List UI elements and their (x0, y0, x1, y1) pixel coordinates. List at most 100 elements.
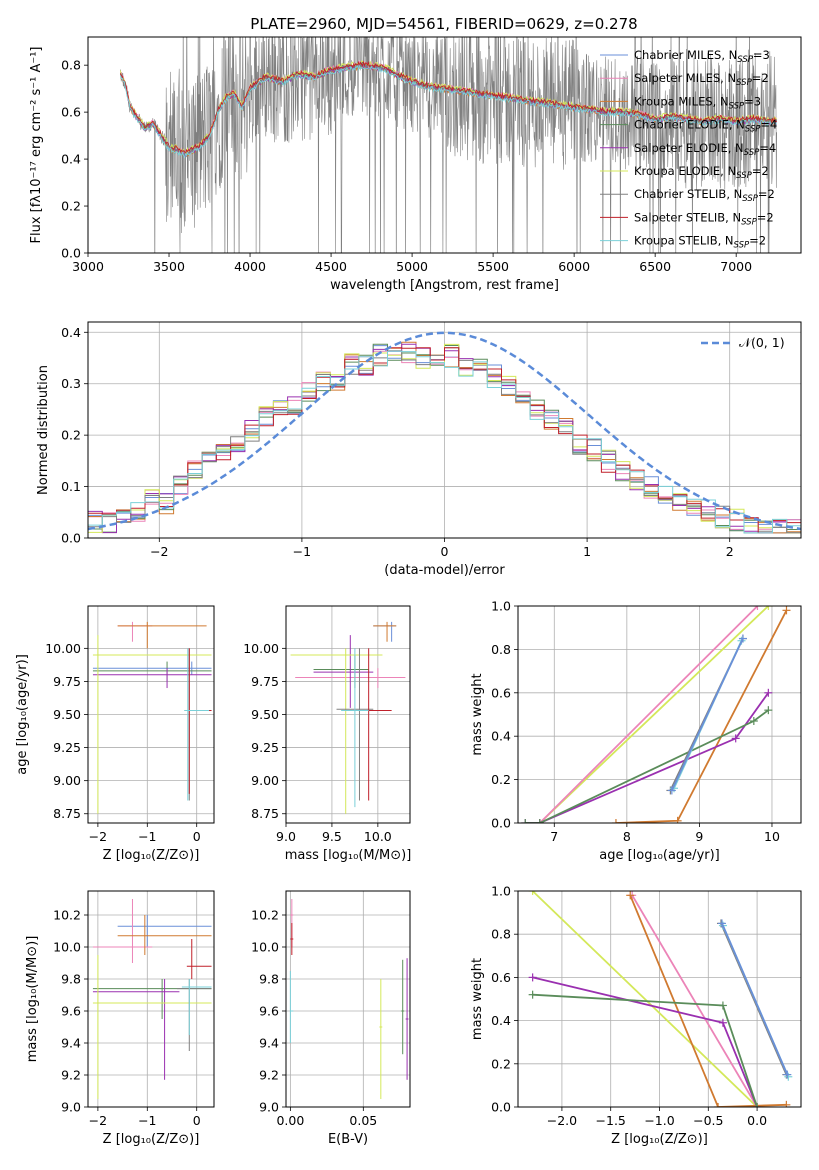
x-axis-label: Z [log₁₀(Z/Z⊙)] (611, 1132, 708, 1147)
plot-area (92, 899, 212, 1099)
x-tick-label: 4000 (234, 259, 266, 274)
y-tick-label: 10.2 (53, 908, 81, 923)
legend-entry: 𝒩(0, 1) (739, 335, 785, 350)
legend-entry: Kroupa MILES, NSSP=3 (634, 94, 761, 111)
legend-entry: Chabrier ELODIE, NSSP=4 (634, 118, 777, 135)
x-tick-label: −1 (293, 544, 311, 559)
legend-tail: =3 (744, 94, 761, 108)
model-spectrum-line (119, 60, 778, 156)
legend-subscript: SSP (734, 241, 750, 251)
x-tick-label: 3000 (72, 259, 104, 274)
y-tick-label: 1.0 (491, 884, 511, 899)
plot-area (290, 621, 406, 814)
legend-text: Chabrier ELODIE, N (634, 118, 745, 132)
legend-subscript: SSP (745, 125, 761, 135)
plot-area (528, 891, 793, 1107)
y-tick-label: 8.75 (251, 806, 279, 821)
y-tick-label: 0.0 (491, 1100, 511, 1115)
y-tick-label: 0.4 (61, 325, 81, 340)
y-axis-label: Flux [fλ10⁻¹⁷ erg cm⁻² s⁻¹ A⁻¹] (29, 47, 44, 244)
legend-text: Salpeter MILES, N (634, 71, 736, 85)
y-tick-label: 9.6 (61, 1004, 81, 1019)
x-tick-label: 3500 (153, 259, 185, 274)
y-tick-label: 1.0 (491, 599, 511, 614)
legend-subscript: SSP (729, 101, 745, 111)
x-tick-label: 7000 (720, 259, 752, 274)
axes-frame (517, 605, 802, 824)
legend-entry: Chabrier MILES, NSSP=3 (634, 48, 770, 65)
y-tick-label: 9.8 (61, 972, 81, 987)
legend-tail: =2 (758, 187, 775, 201)
y-tick-label: 0.0 (491, 816, 511, 831)
y-tick-label: 0.4 (491, 1013, 511, 1028)
panel-mass_vs_ebv: 0.00 0.05 9.0 9.2 9.4 9.6 9.8 10.0 10.2 E(B-V) (251, 890, 411, 1147)
x-tick-label: 5000 (396, 259, 428, 274)
x-axis-label: Z [log₁₀(Z/Z⊙)] (103, 848, 200, 863)
legend-text: Kroupa MILES, N (634, 94, 729, 108)
y-tick-label: 0.2 (491, 1056, 511, 1071)
legend-subscript: SSP (736, 78, 752, 88)
axes: −2.0 −1.5 −1.0 −0.5 0.0 0.0 0.2 0.4 0.6 0.8 1.0 Z [… (491, 884, 802, 1147)
x-tick-label: 0 (193, 829, 201, 844)
legend-entry: Salpeter MILES, NSSP=2 (634, 71, 769, 88)
axes: 9.0 9.5 10.0 8.75 9.00 9.25 9.50 9.75 10.00 mass … (243, 605, 411, 863)
legend-subscript: SSP (741, 217, 757, 227)
legend-tail: =2 (752, 164, 769, 178)
weight-line-chabrier_elodie (525, 709, 769, 823)
y-tick-label: 0.4 (61, 152, 81, 167)
x-tick-label: 4500 (315, 259, 347, 274)
x-tick-label: −2.0 (547, 1113, 577, 1128)
y-tick-label: 9.50 (53, 707, 81, 722)
y-tick-label: 9.75 (53, 674, 81, 689)
weight-line-salpeter_miles (539, 606, 759, 823)
x-tick-label: −1 (138, 1113, 156, 1128)
y-tick-label: 9.75 (251, 674, 279, 689)
legend-text: Kroupa ELODIE, N (634, 164, 736, 178)
grid-lines (88, 891, 214, 1108)
residual-histogram-kroupa_stelib (88, 350, 801, 534)
x-tick-label: −1.5 (596, 1113, 626, 1128)
y-tick-label: 0.6 (61, 105, 81, 120)
x-tick-label: 10 (764, 829, 780, 844)
y-tick-label: 0.4 (491, 729, 511, 744)
axes: 7 8 9 10 0.0 0.2 0.4 0.6 0.8 1.0 age [log₁₀(age/yr… (491, 599, 802, 863)
panel-weight_vs_age: 7 8 9 10 0.0 0.2 0.4 0.6 0.8 1.0 age [log₁₀(age/yr… (470, 599, 802, 863)
weight-line-chabrier_miles (721, 923, 789, 1075)
x-tick-label: 9 (695, 829, 703, 844)
panel-residuals: −2 −1 0 1 2 0.0 0.1 0.2 0.3 0.4 (data-model)/error… (36, 321, 802, 578)
legend-subscript: SSP (742, 194, 758, 204)
x-tick-label: 5500 (477, 259, 509, 274)
y-tick-label: 9.8 (259, 972, 279, 987)
axes: −2 −1 0 1 2 0.0 0.1 0.2 0.3 0.4 (data-model)/error (61, 321, 802, 578)
plot-area (92, 621, 212, 814)
y-tick-label: 9.00 (251, 773, 279, 788)
x-tick-label: 7 (550, 829, 558, 844)
x-axis-label: age [log₁₀(age/yr)] (599, 848, 720, 863)
legend-subscript: SSP (737, 55, 753, 65)
y-tick-label: 9.00 (53, 773, 81, 788)
y-tick-label: 9.2 (259, 1068, 279, 1083)
axes: 3000 3500 4000 4500 5000 5500 6000 6500 7000 0.0 0… (61, 36, 802, 293)
plot-area (88, 331, 801, 534)
y-tick-label: 0.6 (491, 685, 511, 700)
x-tick-label: 2 (726, 544, 734, 559)
x-tick-label: −1.0 (644, 1113, 674, 1128)
figure-title: PLATE=2960, MJD=54561, FIBERID=0629, z=0… (250, 15, 637, 33)
y-tick-label: 0.8 (491, 642, 511, 657)
axes-frame (87, 36, 802, 254)
x-tick-label: 6500 (639, 259, 671, 274)
legend-text: Salpeter STELIB, N (634, 210, 741, 224)
x-tick-label: −0.5 (693, 1113, 723, 1128)
y-tick-label: 0.2 (61, 428, 81, 443)
normal-distribution-curve (88, 331, 801, 531)
weight-line-salpeter_elodie (525, 692, 770, 823)
y-tick-label: 9.2 (61, 1068, 81, 1083)
plot-area (289, 899, 409, 1099)
y-tick-label: 10.00 (243, 641, 279, 656)
legend-text: Salpeter ELODIE, N (634, 141, 744, 155)
y-tick-label: 0.8 (61, 58, 81, 73)
x-tick-label: 9.5 (322, 829, 342, 844)
legend-entry: Kroupa STELIB, NSSP=2 (634, 234, 766, 251)
